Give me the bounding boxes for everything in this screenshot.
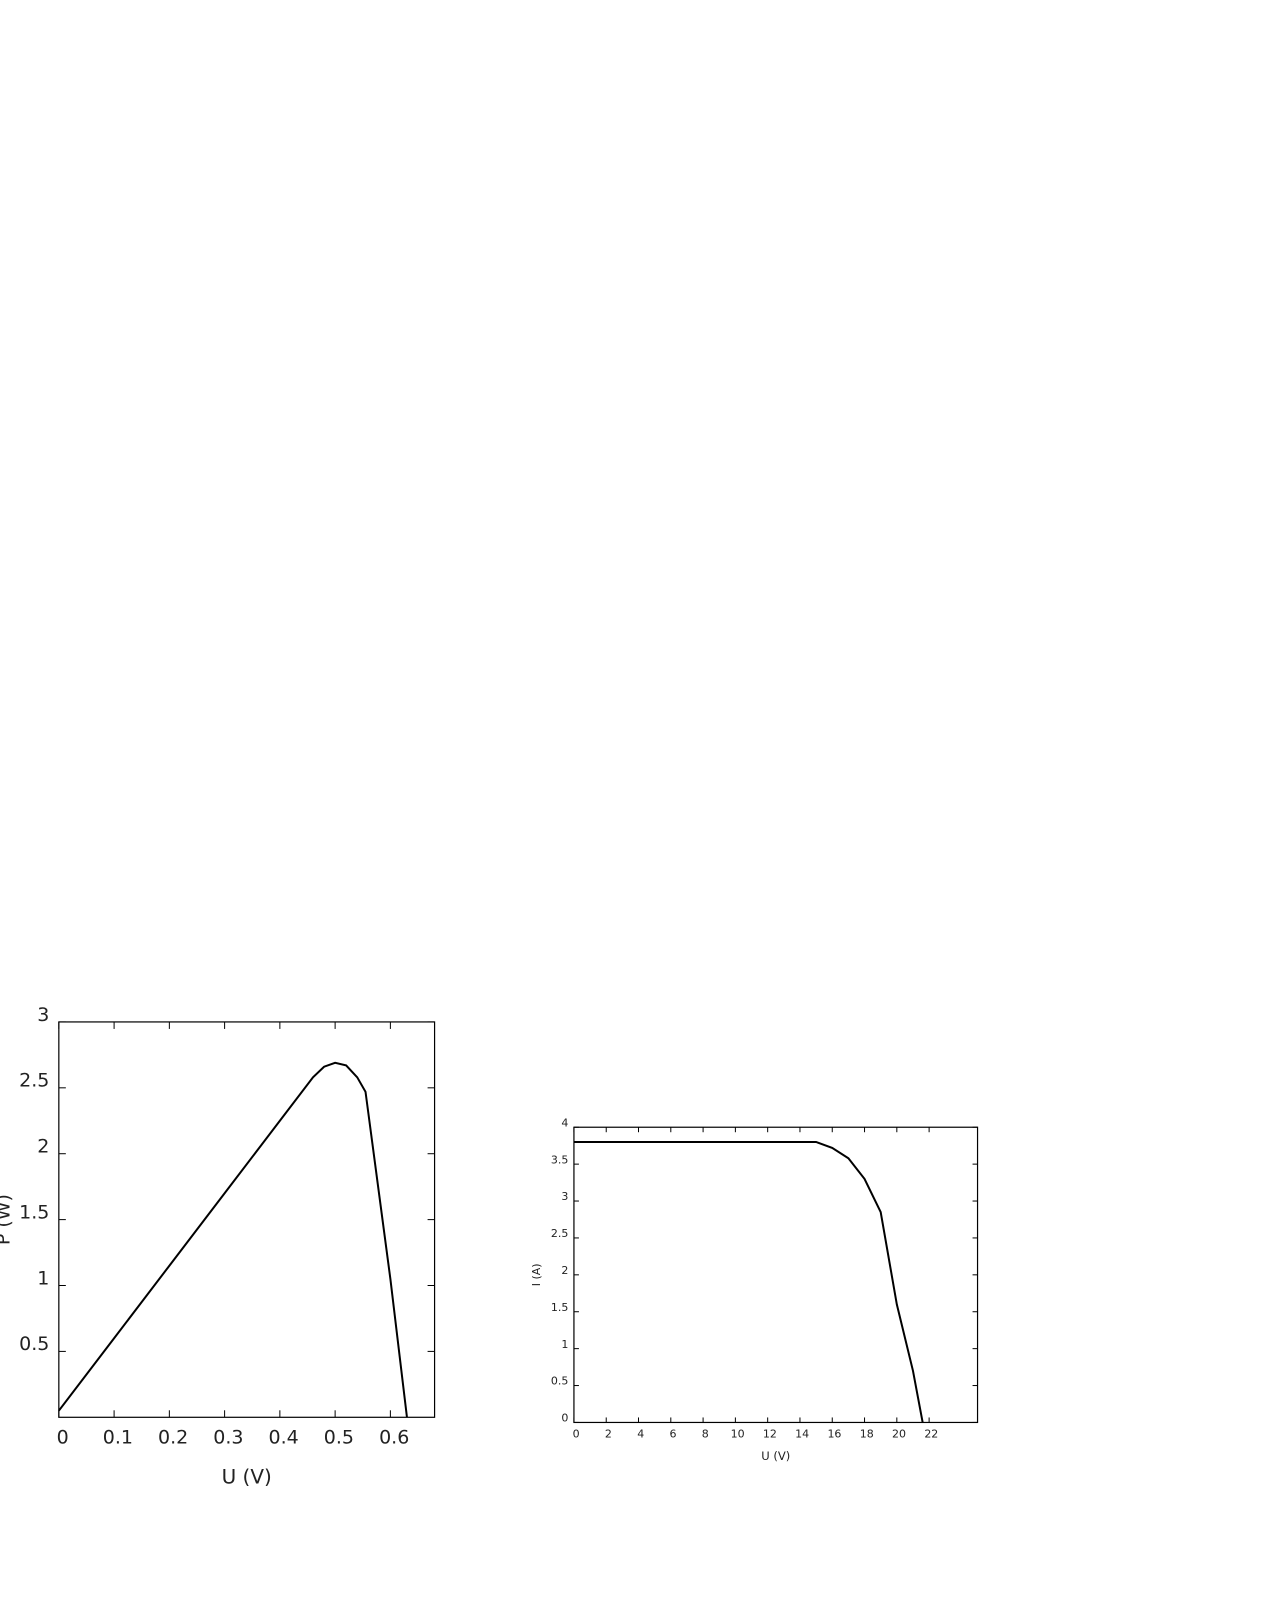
y-tick-label: 1.5	[551, 1301, 569, 1314]
plot-frame	[573, 1126, 979, 1424]
data-line	[573, 1140, 924, 1423]
y-tick-label: 1	[37, 1267, 49, 1289]
x-tick-label: 4	[637, 1428, 644, 1441]
y-tick-label: 0.5	[19, 1333, 49, 1355]
x-axis-label: U (V)	[222, 1465, 272, 1489]
y-tick-label: 2	[37, 1136, 49, 1158]
y-axis-label: I (A)	[530, 1263, 543, 1286]
x-tick-label: 20	[892, 1428, 906, 1441]
y-tick-label: 3	[561, 1190, 568, 1203]
x-tick-label: 8	[702, 1428, 709, 1441]
x-tick-label: 6	[670, 1428, 677, 1441]
x-tick-label: 0	[57, 1427, 69, 1449]
data-line	[58, 1061, 408, 1418]
y-tick-label: 0	[561, 1412, 568, 1425]
y-tick-label: 2.5	[551, 1227, 569, 1240]
x-tick-label: 2	[605, 1428, 612, 1441]
y-tick-label: 3.5	[551, 1153, 569, 1166]
x-tick-label: 0.5	[324, 1427, 354, 1449]
x-tick-label: 0.1	[103, 1427, 133, 1449]
x-tick-label: 0.2	[158, 1427, 188, 1449]
x-tick-label: 14	[795, 1428, 809, 1441]
chart: 0 0.1 0.2 0.3 0.4 0.5 0.6 0.5 1 1.5 2 2.5 3 U (V) P (W…	[0, 1004, 436, 1489]
y-tick-label: 2	[561, 1264, 568, 1277]
y-tick-label: 4	[561, 1116, 568, 1129]
x-tick-label: 0.4	[269, 1427, 299, 1449]
y-tick-label: 1	[561, 1338, 568, 1351]
x-tick-label: 12	[763, 1428, 777, 1441]
x-axis-label: U (V)	[761, 1449, 790, 1463]
y-tick-label: 3	[37, 1004, 49, 1026]
x-tick-label: 0	[573, 1428, 580, 1441]
y-tick-label: 0.5	[551, 1375, 569, 1388]
x-tick-label: 0.6	[379, 1427, 409, 1449]
x-tick-label: 10	[731, 1428, 745, 1441]
plot-frame	[58, 1021, 436, 1418]
x-tick-label: 18	[860, 1428, 874, 1441]
y-axis-label: P (W)	[0, 1194, 15, 1245]
x-tick-label: 16	[827, 1428, 841, 1441]
y-tick-label: 2.5	[19, 1070, 49, 1092]
chart: 0 2 4 6 8 10 12 14 16 18 20 22 0 0.5 1 1.5 2 2.5 3 3.5 4 U (V…	[530, 1116, 979, 1463]
y-tick-label: 1.5	[19, 1201, 49, 1223]
x-tick-label: 22	[924, 1428, 938, 1441]
x-tick-label: 0.3	[213, 1427, 243, 1449]
